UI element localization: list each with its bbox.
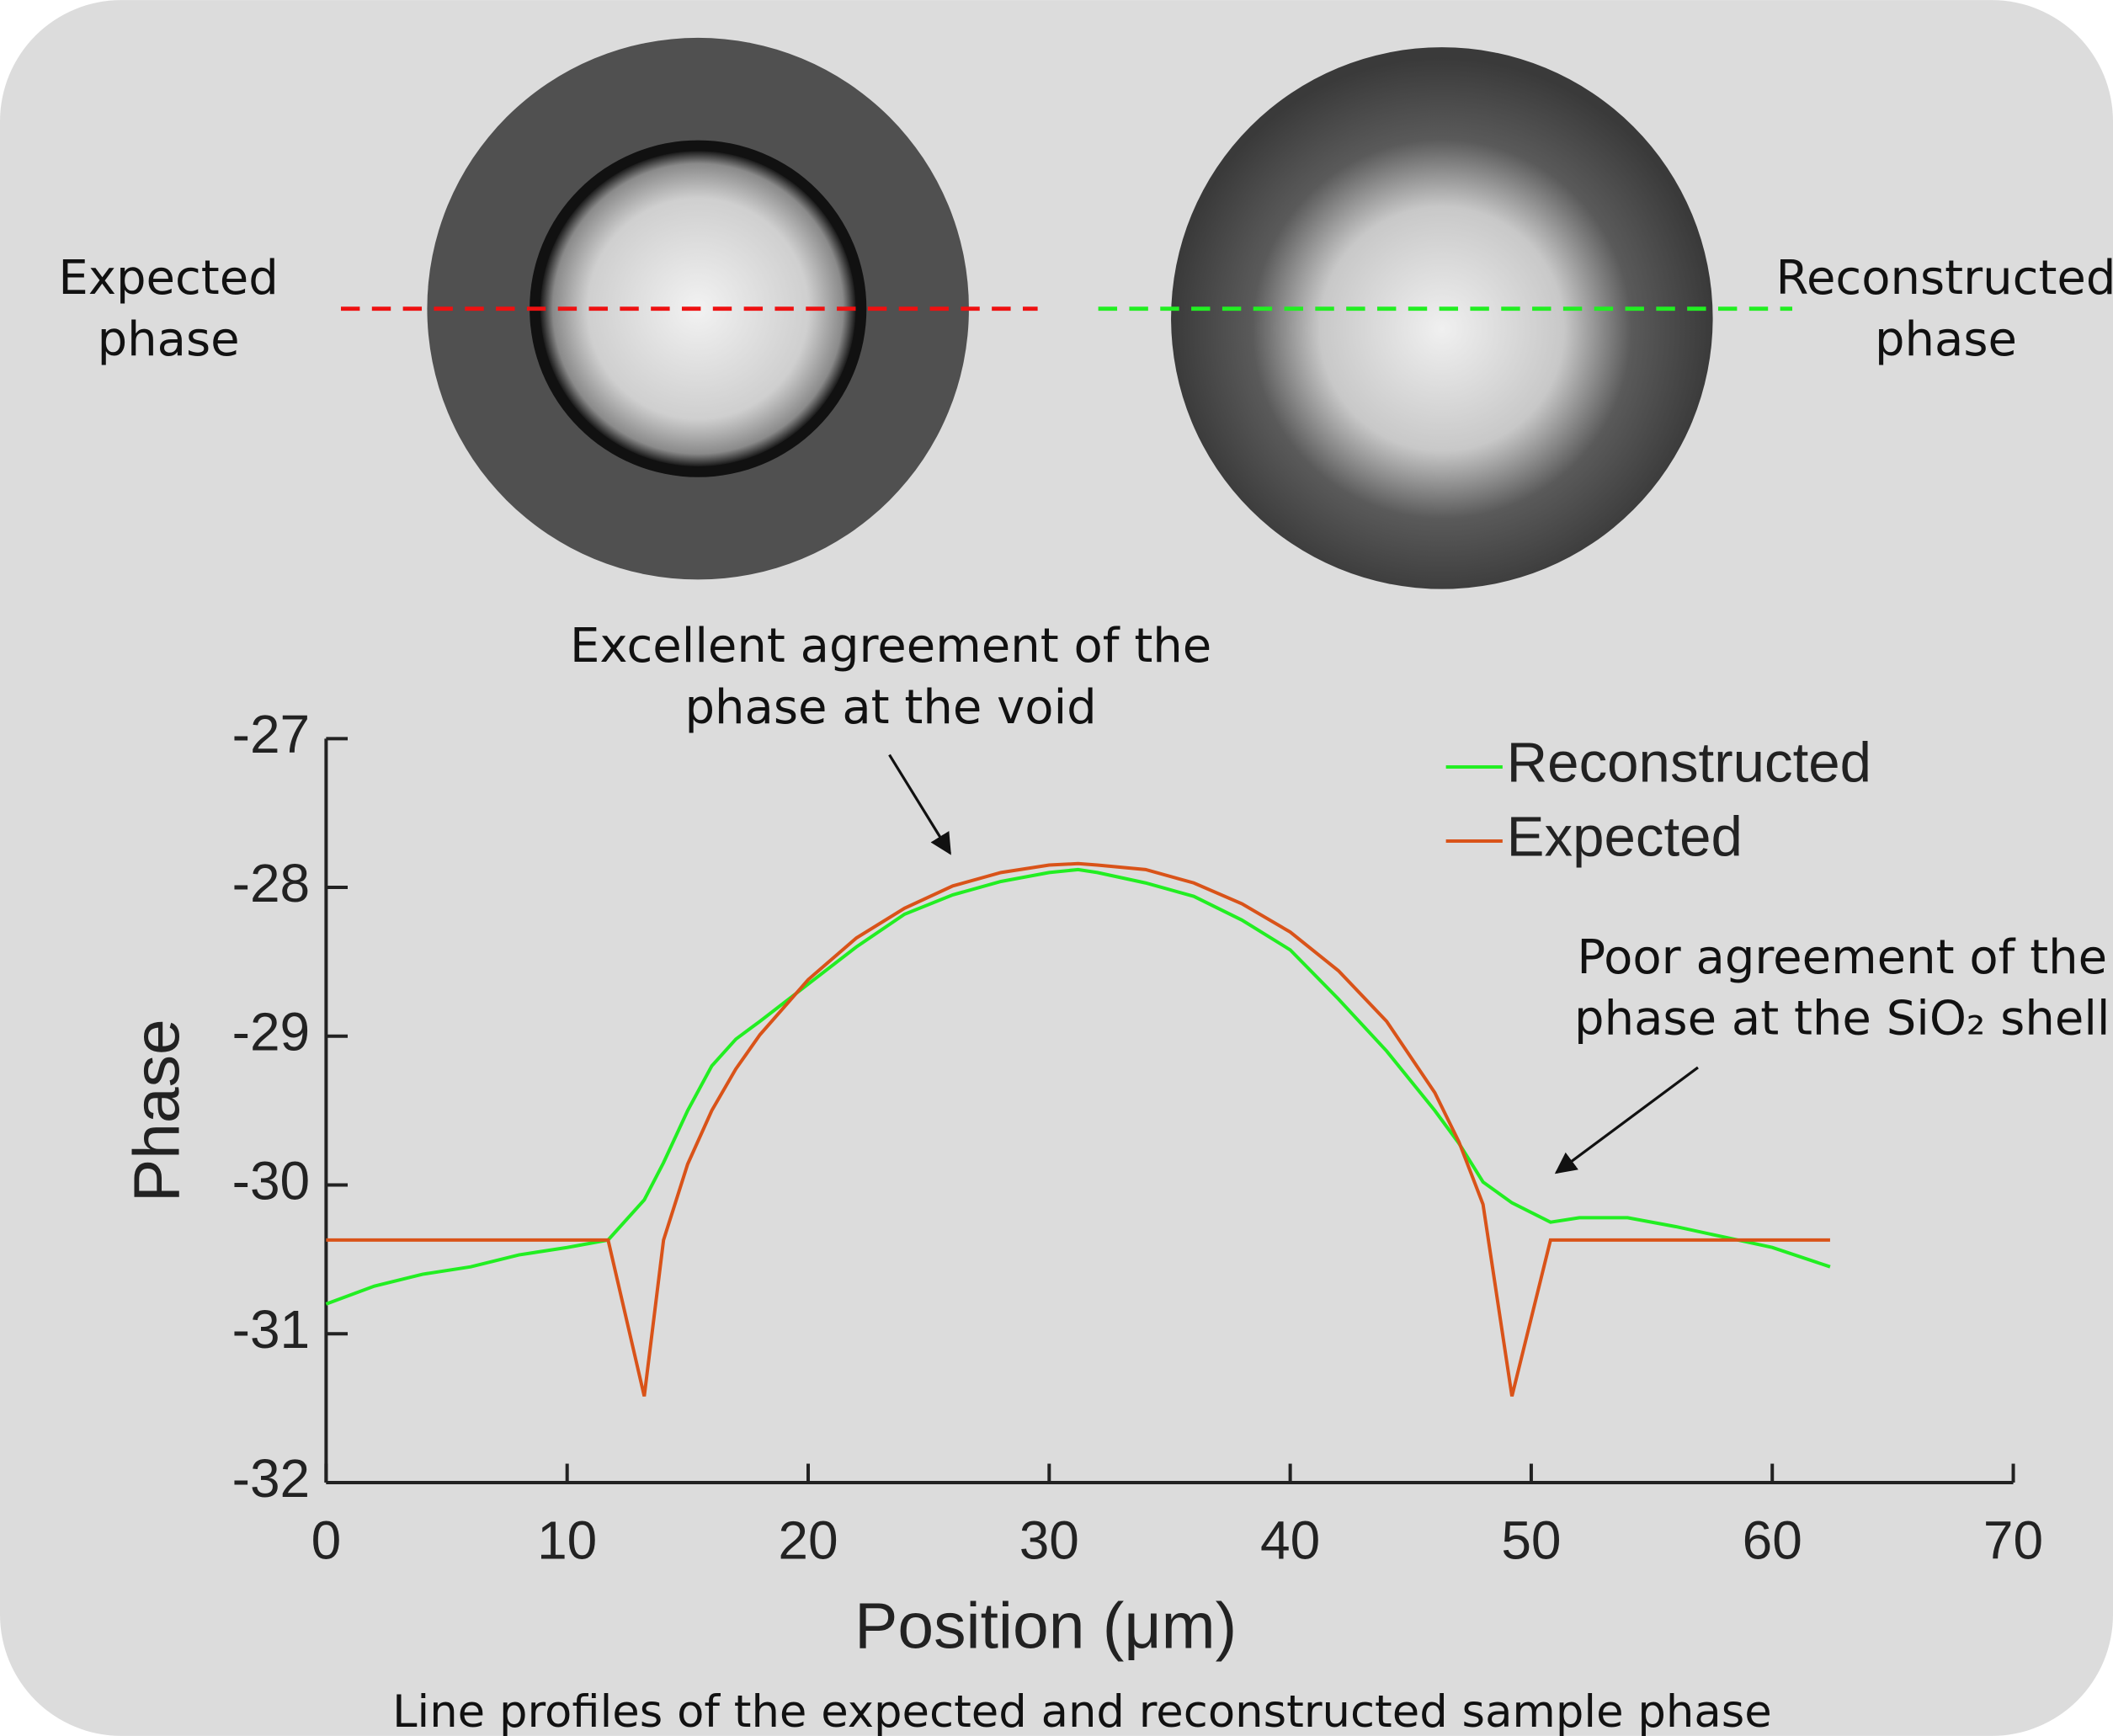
y-tick-label: -29 bbox=[232, 1002, 311, 1062]
x-tick-label: 0 bbox=[311, 1510, 342, 1571]
page: ExpectedphaseReconstructedphaseExcellent… bbox=[0, 0, 2113, 1736]
figure: ExpectedphaseReconstructedphaseExcellent… bbox=[0, 0, 2113, 1736]
y-tick-label: -30 bbox=[232, 1150, 311, 1211]
legend-label: Expected bbox=[1507, 806, 1743, 869]
x-tick-label: 70 bbox=[1983, 1510, 2043, 1571]
x-axis-label: Position (μm) bbox=[854, 1590, 1237, 1662]
caption: Line profiles of the expected and recons… bbox=[392, 1686, 1772, 1736]
x-tick-label: 50 bbox=[1501, 1510, 1561, 1571]
y-tick-label: -27 bbox=[232, 704, 311, 764]
legend-label: Reconstructed bbox=[1507, 732, 1871, 795]
x-tick-label: 40 bbox=[1260, 1510, 1320, 1571]
reconstructed-image bbox=[1171, 47, 1713, 589]
y-tick-label: -28 bbox=[232, 853, 311, 913]
y-axis-label: Phase bbox=[120, 1019, 193, 1202]
y-tick-label: -32 bbox=[232, 1448, 311, 1509]
y-tick-label: -31 bbox=[232, 1299, 311, 1360]
x-tick-label: 20 bbox=[778, 1510, 838, 1571]
x-tick-label: 30 bbox=[1019, 1510, 1079, 1571]
x-tick-label: 60 bbox=[1743, 1510, 1802, 1571]
x-tick-label: 10 bbox=[537, 1510, 597, 1571]
